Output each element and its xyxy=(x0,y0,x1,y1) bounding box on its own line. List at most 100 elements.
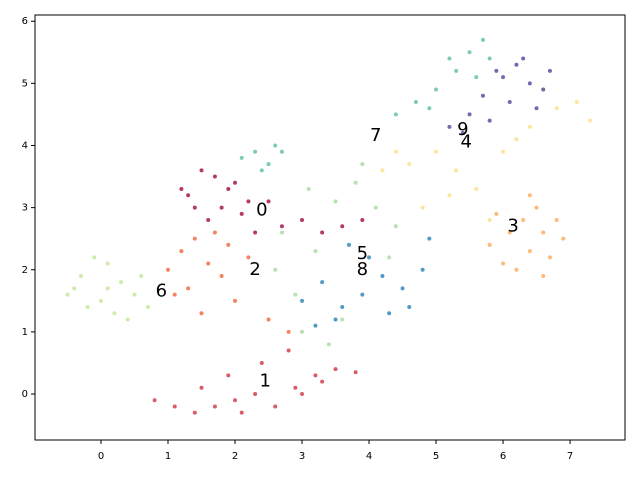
x-tick-label: 2 xyxy=(232,451,238,462)
point xyxy=(547,255,552,260)
y-tick-label: 4 xyxy=(22,140,28,151)
point xyxy=(286,348,291,353)
point xyxy=(239,155,244,160)
point xyxy=(300,392,305,397)
cluster-label: 5 xyxy=(357,243,368,264)
point xyxy=(233,180,238,185)
cluster-label: 9 xyxy=(457,119,468,140)
point xyxy=(333,317,338,322)
point xyxy=(407,162,412,167)
point xyxy=(313,373,318,378)
point xyxy=(487,56,492,61)
point xyxy=(420,267,425,272)
point xyxy=(166,267,171,272)
point xyxy=(179,249,184,254)
point xyxy=(145,305,150,310)
point xyxy=(494,68,499,73)
y-tick-label: 6 xyxy=(22,16,28,27)
point xyxy=(186,193,191,198)
point xyxy=(340,317,345,322)
point xyxy=(212,230,217,235)
point xyxy=(320,230,325,235)
point xyxy=(206,261,211,266)
point xyxy=(212,174,217,179)
point xyxy=(501,149,506,154)
point xyxy=(286,329,291,334)
cluster-label: 2 xyxy=(249,259,260,280)
point xyxy=(279,230,284,235)
point xyxy=(212,404,217,409)
point xyxy=(527,124,532,129)
point xyxy=(534,205,539,210)
point xyxy=(273,267,278,272)
point xyxy=(300,329,305,334)
point xyxy=(413,99,418,104)
point xyxy=(387,255,392,260)
point xyxy=(340,305,345,310)
point xyxy=(300,218,305,223)
point xyxy=(172,292,177,297)
point xyxy=(293,292,298,297)
point xyxy=(454,168,459,173)
point xyxy=(480,93,485,98)
point xyxy=(226,373,231,378)
point xyxy=(219,273,224,278)
point xyxy=(112,311,117,316)
point xyxy=(514,137,519,142)
point xyxy=(226,186,231,191)
point xyxy=(588,118,593,123)
point xyxy=(380,168,385,173)
point xyxy=(393,224,398,229)
point xyxy=(266,199,271,204)
point xyxy=(507,230,512,235)
point xyxy=(105,261,110,266)
point xyxy=(293,385,298,390)
point xyxy=(467,50,472,55)
point xyxy=(427,106,432,111)
point xyxy=(534,106,539,111)
point xyxy=(487,118,492,123)
y-tick-label: 0 xyxy=(22,389,28,400)
y-tick-label: 3 xyxy=(22,203,28,214)
point xyxy=(373,205,378,210)
point xyxy=(253,149,258,154)
point xyxy=(259,360,264,365)
point xyxy=(273,143,278,148)
point xyxy=(72,286,77,291)
point xyxy=(199,168,204,173)
point xyxy=(226,242,231,247)
point xyxy=(346,242,351,247)
point xyxy=(474,186,479,191)
point xyxy=(99,298,104,303)
point xyxy=(360,218,365,223)
cluster-label: 6 xyxy=(156,280,167,301)
point xyxy=(434,87,439,92)
point xyxy=(487,218,492,223)
cluster-label: 8 xyxy=(357,259,368,280)
point xyxy=(547,68,552,73)
point xyxy=(447,56,452,61)
point xyxy=(514,62,519,67)
x-tick-label: 6 xyxy=(500,451,506,462)
point xyxy=(554,218,559,223)
point xyxy=(320,379,325,384)
point xyxy=(253,392,258,397)
point xyxy=(333,199,338,204)
cluster-label: 1 xyxy=(259,371,270,392)
point xyxy=(273,404,278,409)
point xyxy=(400,286,405,291)
point xyxy=(125,317,130,322)
point xyxy=(279,224,284,229)
point xyxy=(85,305,90,310)
point xyxy=(219,205,224,210)
point xyxy=(192,236,197,241)
point xyxy=(447,193,452,198)
point xyxy=(266,317,271,322)
point xyxy=(521,218,526,223)
point xyxy=(434,149,439,154)
point xyxy=(152,398,157,403)
point xyxy=(353,370,358,375)
point xyxy=(480,37,485,42)
